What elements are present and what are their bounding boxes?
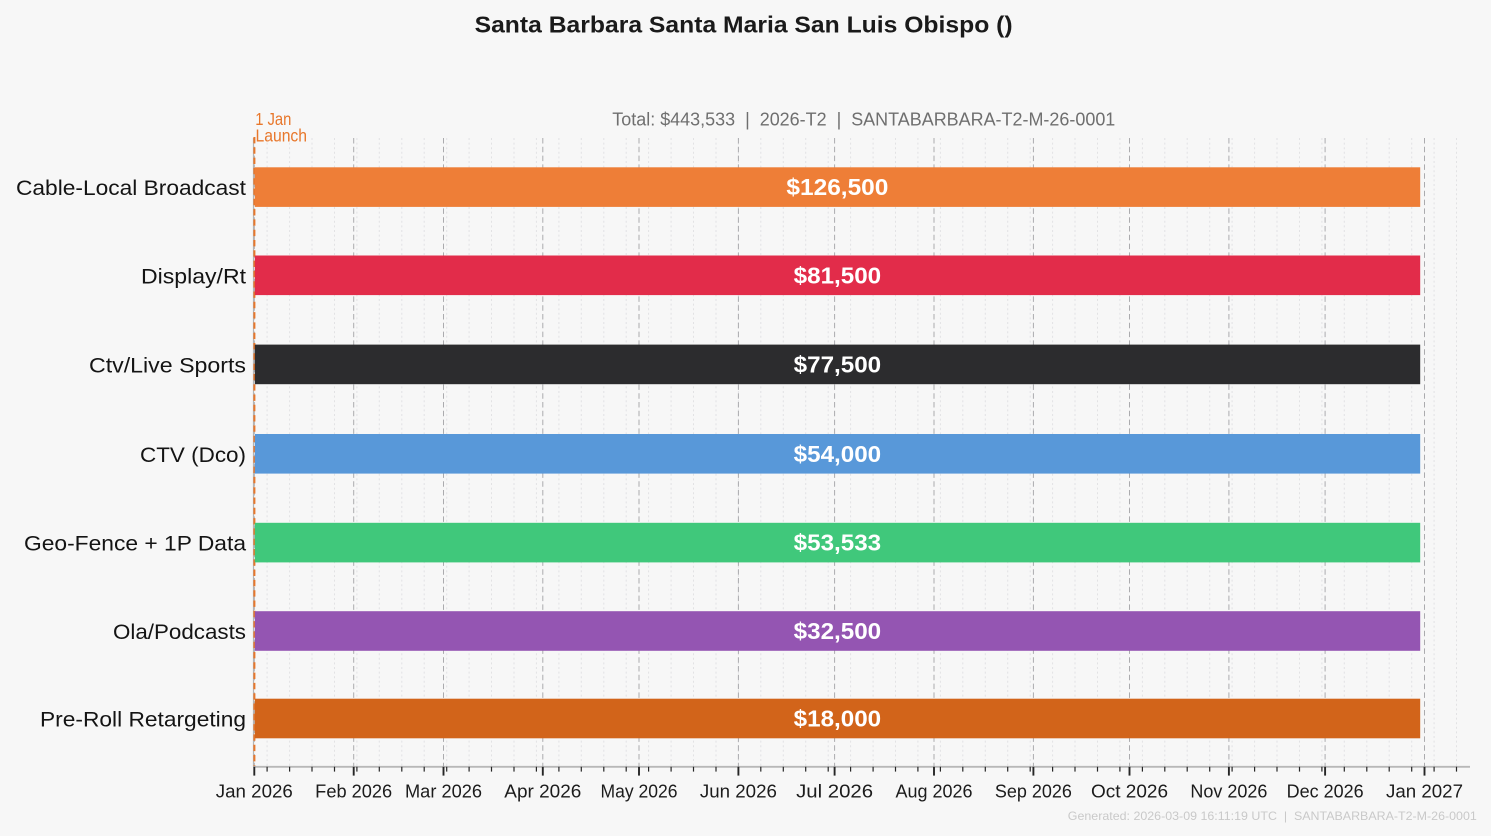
svg-text:Jan 2027: Jan 2027	[1386, 782, 1463, 802]
svg-text:$32,500: $32,500	[794, 618, 882, 644]
svg-text:Jul 2026: Jul 2026	[796, 782, 873, 802]
svg-text:Total: $443,533 | 2026-T2 |: Total: $443,533 | 2026-T2 | SANTABARBARA…	[612, 110, 1115, 130]
svg-text:$18,000: $18,000	[794, 706, 882, 732]
svg-text:Geo-Fence + 1P Data: Geo-Fence + 1P Data	[24, 532, 246, 556]
svg-text:$54,000: $54,000	[794, 441, 882, 467]
svg-text:Mar 2026: Mar 2026	[405, 782, 482, 802]
svg-text:Feb 2026: Feb 2026	[315, 782, 392, 802]
svg-text:Generated: 2026-03-09 16:11:19: Generated: 2026-03-09 16:11:19 UTC | SAN…	[1068, 809, 1477, 823]
svg-text:May 2026: May 2026	[601, 782, 678, 802]
svg-text:Jun 2026: Jun 2026	[700, 782, 777, 802]
svg-text:Nov 2026: Nov 2026	[1190, 782, 1267, 802]
svg-text:Jan 2026: Jan 2026	[216, 782, 293, 802]
svg-text:$81,500: $81,500	[794, 262, 882, 288]
svg-text:Ctv/Live Sports: Ctv/Live Sports	[89, 354, 246, 378]
svg-text:1 Jan: 1 Jan	[255, 109, 291, 129]
svg-text:Pre-Roll Retargeting: Pre-Roll Retargeting	[40, 708, 246, 732]
svg-text:Cable-Local Broadcast: Cable-Local Broadcast	[16, 176, 246, 200]
svg-text:Sep 2026: Sep 2026	[995, 782, 1072, 802]
svg-text:Launch: Launch	[256, 126, 308, 146]
svg-text:Oct 2026: Oct 2026	[1091, 782, 1168, 802]
svg-text:Ola/Podcasts: Ola/Podcasts	[113, 620, 246, 644]
svg-text:Santa Barbara Santa Maria San: Santa Barbara Santa Maria San Luis Obisp…	[475, 11, 1013, 37]
svg-text:$77,500: $77,500	[794, 352, 882, 378]
svg-text:Display/Rt: Display/Rt	[141, 264, 246, 288]
svg-text:CTV (Dco): CTV (Dco)	[140, 443, 246, 467]
svg-text:Apr 2026: Apr 2026	[504, 782, 581, 802]
svg-text:$53,533: $53,533	[794, 530, 882, 556]
svg-text:$126,500: $126,500	[786, 174, 888, 200]
svg-text:Dec 2026: Dec 2026	[1287, 782, 1364, 802]
svg-text:Aug 2026: Aug 2026	[896, 782, 973, 802]
